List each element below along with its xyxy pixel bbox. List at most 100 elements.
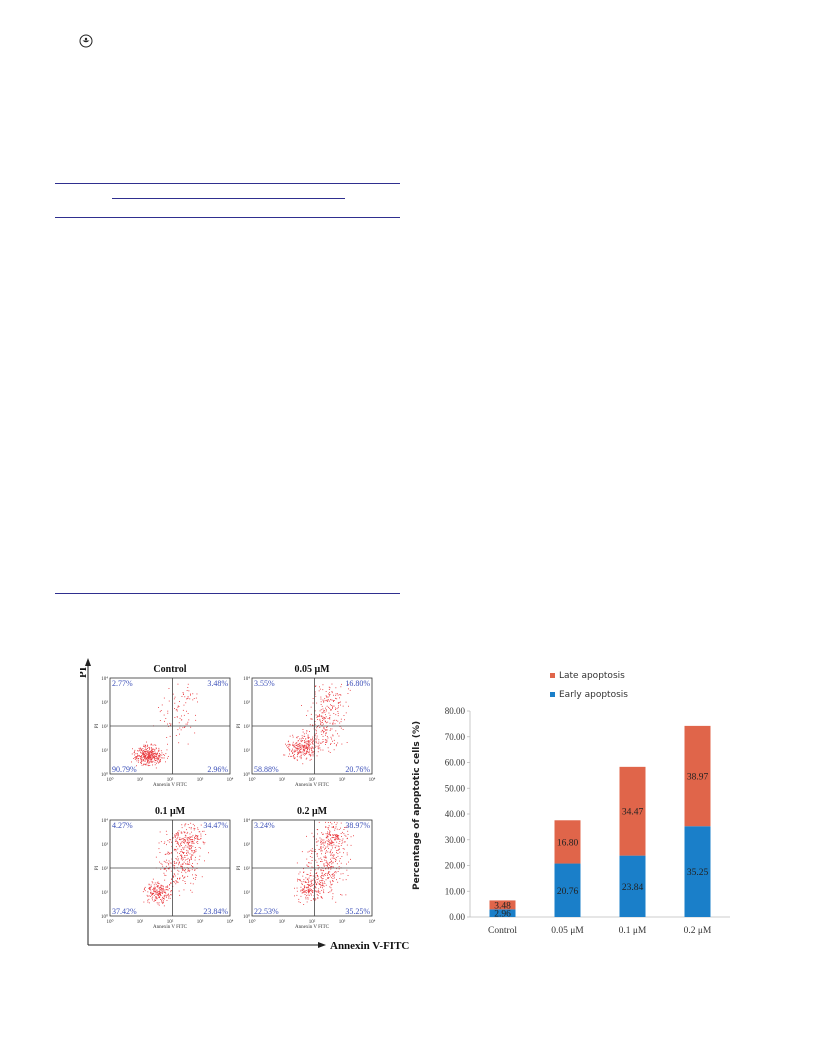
bar-value-label: 23.84 bbox=[622, 883, 644, 893]
bar-value-label: 2.96 bbox=[494, 910, 511, 920]
y-tick-label: 10¹ bbox=[102, 890, 109, 896]
scatter-dots bbox=[142, 822, 209, 907]
y-axis-title: Percentage of apoptotic cells (%) bbox=[412, 721, 422, 890]
y-tick-label: 70.00 bbox=[445, 732, 466, 742]
divider-line bbox=[55, 183, 400, 184]
bar-value-label: 20.76 bbox=[557, 887, 579, 897]
panel-y-label: PI bbox=[237, 865, 242, 870]
quadrant-upper-right: 34.47% bbox=[203, 821, 228, 830]
bar-value-label: 38.97 bbox=[687, 773, 709, 783]
quadrant-lower-right: 20.76% bbox=[345, 765, 370, 774]
y-tick-label: 10⁴ bbox=[101, 818, 108, 824]
bar-late-apoptosis bbox=[554, 820, 581, 864]
apoptosis-bar-chart: Late apoptosis Early apoptosis 0.00 10.00 2… bbox=[412, 671, 730, 936]
panel-x-label: Annexin V FITC bbox=[295, 783, 330, 788]
quadrant-lower-right: 2.96% bbox=[207, 765, 228, 774]
chart-legend: Late apoptosis Early apoptosis bbox=[550, 671, 628, 700]
x-tick-label: 10⁴ bbox=[227, 919, 234, 925]
x-tick-label: 10³ bbox=[339, 777, 346, 783]
y-tick-label: 10⁰ bbox=[101, 772, 108, 778]
bar-late-apoptosis bbox=[684, 725, 711, 827]
y-tick-label: 10⁴ bbox=[243, 676, 250, 682]
quadrant-lower-left: 22.53% bbox=[254, 907, 279, 916]
y-tick-label: 10² bbox=[244, 724, 251, 730]
y-tick-label: 10³ bbox=[244, 842, 251, 848]
bar-value-label: 35.25 bbox=[687, 868, 709, 878]
legend-swatch bbox=[550, 692, 555, 697]
quadrant-lower-right: 23.84% bbox=[203, 907, 228, 916]
bar-value-label: 3.48 bbox=[494, 901, 511, 911]
x-tick-label: 10¹ bbox=[137, 777, 144, 783]
x-axis-label: Annexin V-FITC bbox=[330, 940, 409, 952]
scatter-dots bbox=[283, 683, 351, 765]
x-tick-label: 10⁰ bbox=[248, 919, 255, 925]
bar-value-label: 34.47 bbox=[622, 808, 644, 818]
x-category-label: 0.1 μM bbox=[619, 926, 647, 936]
panel-title: 0.2 μM bbox=[297, 806, 328, 817]
bar-late-apoptosis bbox=[619, 766, 646, 856]
quadrant-upper-left: 3.24% bbox=[254, 821, 275, 830]
x-tick-label: 10⁴ bbox=[369, 777, 376, 783]
quadrant-lower-right: 35.25% bbox=[345, 907, 370, 916]
bar-early-apoptosis bbox=[489, 909, 516, 917]
x-tick-label: 10⁰ bbox=[106, 919, 113, 925]
y-tick-label: 40.00 bbox=[445, 809, 466, 819]
bar-early-apoptosis bbox=[554, 863, 581, 917]
legend-label: Early apoptosis bbox=[559, 690, 628, 700]
y-tick-label: 10⁴ bbox=[243, 818, 250, 824]
panel-x-label: Annexin V FITC bbox=[153, 783, 188, 788]
scatter-dots bbox=[294, 821, 354, 905]
flow-cytometry-figure: PI Annexin V-FITC Control 2.77% 3.48% 90.79… bbox=[80, 658, 409, 952]
y-tick-label: 10³ bbox=[244, 700, 251, 706]
y-tick-label: 10⁰ bbox=[243, 772, 250, 778]
x-tick-label: 10² bbox=[309, 777, 316, 783]
x-tick-label: 10⁰ bbox=[106, 777, 113, 783]
x-tick-label: 10² bbox=[309, 919, 316, 925]
x-tick-label: 10⁴ bbox=[369, 919, 376, 925]
y-tick-label: 10³ bbox=[102, 700, 109, 706]
y-tick-label: 10.00 bbox=[445, 886, 466, 896]
y-tick-label: 10⁰ bbox=[101, 914, 108, 920]
panel-title: Control bbox=[153, 664, 186, 675]
quadrant-lower-left: 58.88% bbox=[254, 765, 279, 774]
divider-line bbox=[55, 217, 400, 218]
legend-swatch bbox=[550, 673, 555, 678]
y-tick-label: 60.00 bbox=[445, 758, 466, 768]
y-tick-label: 10¹ bbox=[244, 748, 251, 754]
scatter-dots bbox=[131, 683, 198, 769]
panel-title: 0.1 μM bbox=[155, 806, 186, 817]
quadrant-upper-left: 3.55% bbox=[254, 679, 275, 688]
chart-bars: 2.963.48 20.76 16.80 23.84 34.47 35.25 38.97 bbox=[489, 725, 711, 920]
x-tick-label: 10¹ bbox=[137, 919, 144, 925]
x-tick-label: 10⁰ bbox=[248, 777, 255, 783]
quadrant-upper-right: 3.48% bbox=[207, 679, 228, 688]
y-tick-label: 10⁴ bbox=[101, 676, 108, 682]
y-tick-label: 10¹ bbox=[102, 748, 109, 754]
x-category-label: Control bbox=[488, 926, 517, 936]
bar-value-label: 16.80 bbox=[557, 838, 579, 848]
x-tick-label: 10² bbox=[167, 919, 174, 925]
panel-y-label: PI bbox=[237, 723, 242, 728]
x-tick-label: 10² bbox=[167, 777, 174, 783]
quadrant-upper-right: 16.80% bbox=[345, 679, 370, 688]
quadrant-lower-left: 90.79% bbox=[112, 765, 137, 774]
panel-y-label: PI bbox=[95, 723, 100, 728]
panel-y-label: PI bbox=[95, 865, 100, 870]
x-tick-label: 10¹ bbox=[279, 919, 286, 925]
bar-late-apoptosis bbox=[489, 900, 516, 910]
y-tick-label: 30.00 bbox=[445, 835, 466, 845]
y-tick-label: 10² bbox=[102, 866, 109, 872]
x-tick-label: 10⁴ bbox=[227, 777, 234, 783]
panel-x-label: Annexin V FITC bbox=[295, 925, 330, 930]
divider-line bbox=[112, 198, 345, 199]
quadrant-upper-right: 38.97% bbox=[345, 821, 370, 830]
x-tick-label: 10¹ bbox=[279, 777, 286, 783]
divider-line bbox=[55, 593, 400, 594]
y-tick-label: 10³ bbox=[102, 842, 109, 848]
x-tick-label: 10³ bbox=[197, 919, 204, 925]
